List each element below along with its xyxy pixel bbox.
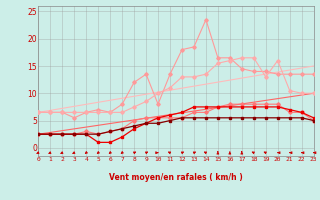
X-axis label: Vent moyen/en rafales ( km/h ): Vent moyen/en rafales ( km/h ) xyxy=(109,174,243,182)
